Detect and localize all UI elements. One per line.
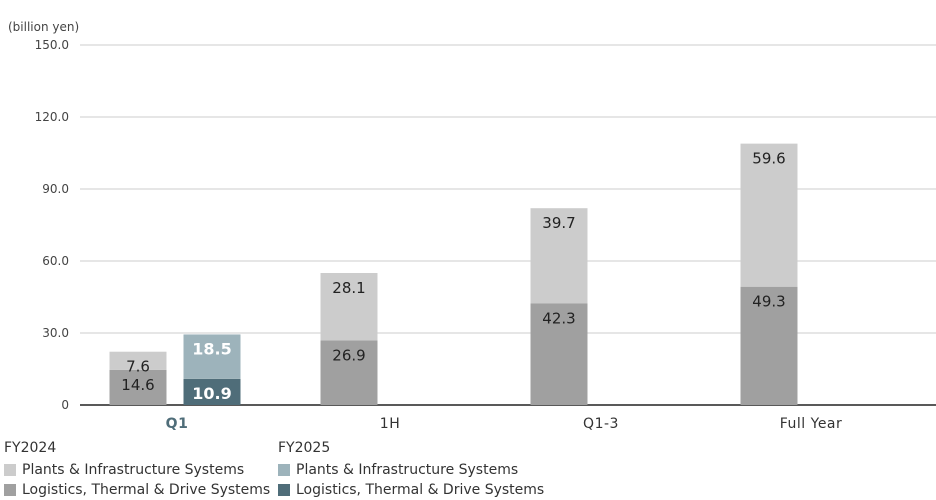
legend-fy2025-logistics: Logistics, Thermal & Drive Systems xyxy=(278,480,544,500)
x-category-label: 1H xyxy=(380,416,400,432)
bar-fy2024-logistics-full-year xyxy=(740,286,798,405)
legend-label-fy2024-logistics: Logistics, Thermal & Drive Systems xyxy=(22,482,271,498)
bar-fy2024-plants-full-year xyxy=(740,143,798,287)
data-label: 28.1 xyxy=(332,279,365,297)
data-label: 49.3 xyxy=(752,293,785,311)
data-label: 7.6 xyxy=(126,358,150,376)
bar-fy2024-plants-q1 xyxy=(109,351,167,370)
data-label: 42.3 xyxy=(542,309,575,327)
y-tick-label: 150.0 xyxy=(35,38,69,52)
bar-fy2024-logistics-q1 xyxy=(109,369,167,405)
legend-swatch-fy2024-plants xyxy=(4,464,16,476)
legend-label-fy2025-plants: Plants & Infrastructure Systems xyxy=(296,462,519,478)
bar-fy2024-logistics-q1-3 xyxy=(530,303,588,405)
x-category-label: Q1-3 xyxy=(583,416,619,432)
bar-fy2024-plants-1h xyxy=(320,273,378,341)
y-tick-label: 120.0 xyxy=(35,110,69,124)
y-axis-unit-label: (billion yen) xyxy=(8,20,80,34)
legend-fy2024-title: FY2024 xyxy=(4,440,57,456)
legend-fy2025-title: FY2025 xyxy=(278,440,331,456)
data-label: 18.5 xyxy=(192,339,231,358)
legend-label-fy2025-logistics: Logistics, Thermal & Drive Systems xyxy=(296,482,545,498)
legend-fy2025: FY2025 Plants & Infrastructure Systems L… xyxy=(278,440,544,500)
legend-swatch-fy2025-plants xyxy=(278,464,290,476)
legend-swatch-fy2024-logistics xyxy=(4,484,16,496)
legend-label-fy2024-plants: Plants & Infrastructure Systems xyxy=(22,462,245,478)
legend-fy2024-logistics: Logistics, Thermal & Drive Systems xyxy=(4,480,270,500)
bar-fy2025-plants-q1 xyxy=(183,334,241,379)
data-label: 59.6 xyxy=(752,150,785,168)
data-label: 39.7 xyxy=(542,214,575,232)
legend-swatch-fy2025-logistics xyxy=(278,484,290,496)
legend-fy2025-plants: Plants & Infrastructure Systems xyxy=(278,460,544,480)
legend-fy2024: FY2024 Plants & Infrastructure Systems L… xyxy=(4,440,270,500)
bar-fy2024-logistics-1h xyxy=(320,340,378,405)
y-tick-label: 90.0 xyxy=(42,182,69,196)
x-category-label: Q1 xyxy=(166,416,189,432)
data-label: 14.6 xyxy=(121,376,154,394)
legend-fy2024-plants: Plants & Infrastructure Systems xyxy=(4,460,270,480)
x-category-label: Full Year xyxy=(780,416,843,432)
data-label: 26.9 xyxy=(332,346,365,364)
bar-fy2024-plants-q1-3 xyxy=(530,208,588,304)
y-tick-label: 30.0 xyxy=(42,326,69,340)
y-tick-label: 0 xyxy=(61,398,69,412)
stacked-bar-chart: 150.0 120.0 90.0 60.0 30.0 0 14.67.6 10.9 18.5 Q1… xyxy=(35,38,936,432)
y-tick-label: 60.0 xyxy=(42,254,69,268)
data-label: 10.9 xyxy=(192,384,231,403)
bar-fy2025-logistics-q1 xyxy=(183,378,241,405)
